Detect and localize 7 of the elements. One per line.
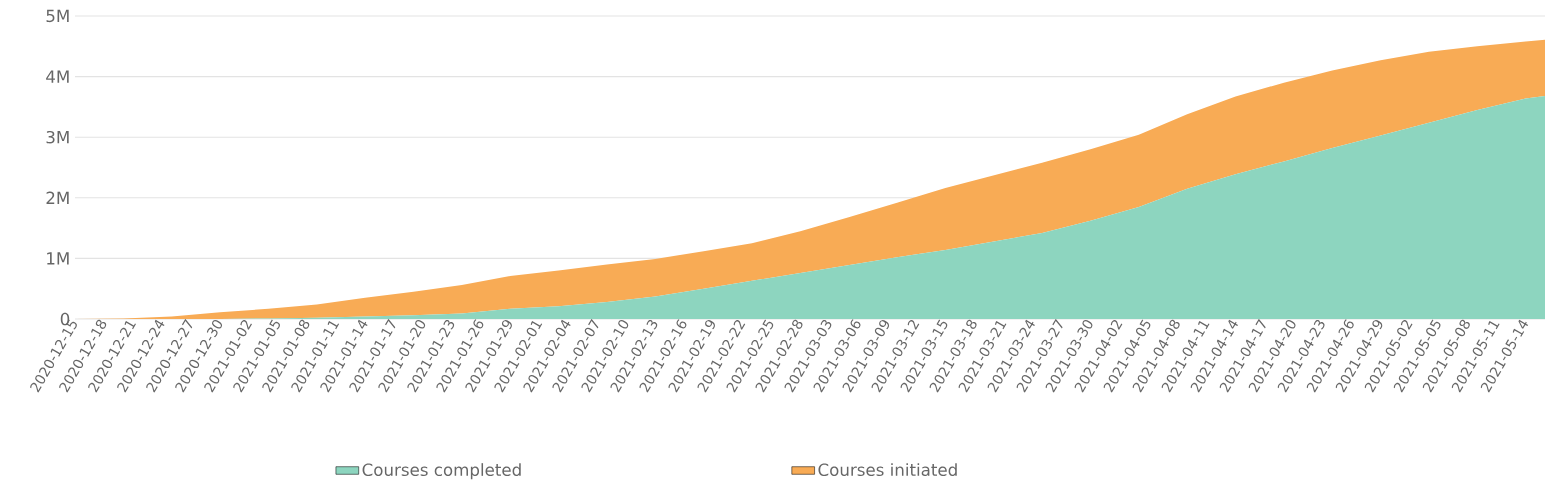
- y-tick-label: 4M: [46, 70, 69, 83]
- y-tick-label: 1M: [47, 252, 69, 265]
- y-tick-label: 3M: [46, 130, 69, 144]
- legend-label: Courses initiated: [818, 463, 957, 477]
- y-tick-label: 5M: [46, 9, 69, 23]
- legend-label: Courses completed: [362, 463, 521, 480]
- y-tick-label: 2M: [46, 191, 69, 204]
